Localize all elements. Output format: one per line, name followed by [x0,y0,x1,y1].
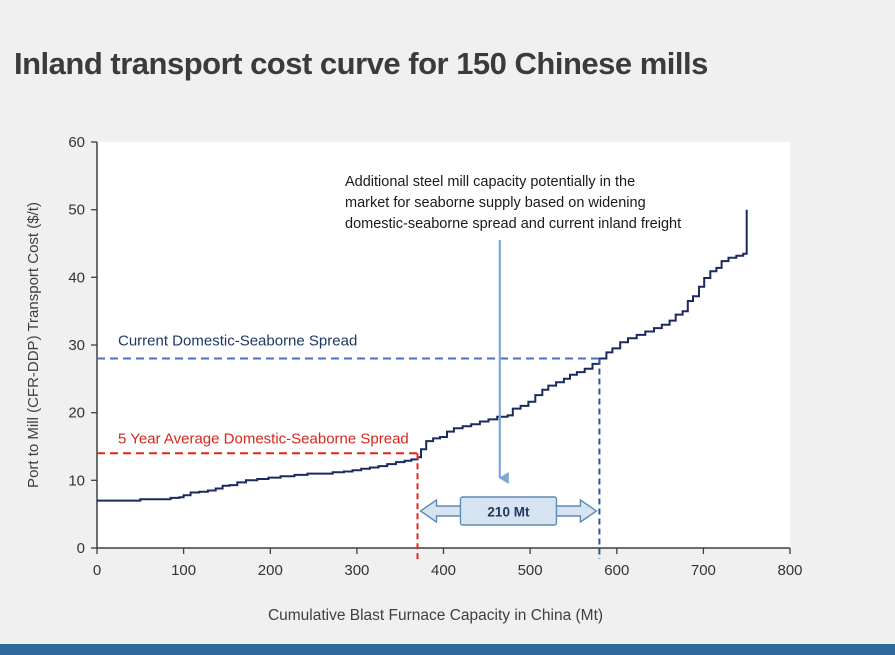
svg-text:30: 30 [68,337,85,354]
svg-text:300: 300 [344,562,369,579]
y-axis-title: Port to Mill (CFR-DDP) Transport Cost ($… [25,202,42,488]
svg-text:20: 20 [68,405,85,422]
svg-text:100: 100 [171,562,196,579]
current-spread-label: Current Domestic-Seaborne Spread [118,333,357,350]
svg-text:40: 40 [68,269,85,286]
svg-text:60: 60 [68,134,85,151]
svg-text:500: 500 [518,562,543,579]
svg-text:market for seaborne supply bas: market for seaborne supply based on wide… [345,195,646,211]
footer-bar [0,644,895,655]
range-marker-label: 210 Mt [487,505,530,520]
plot-area [97,142,790,548]
five-year-spread-annotation: 5 Year Average Domestic-Seaborne Spread [97,430,419,559]
svg-text:600: 600 [604,562,629,579]
svg-text:700: 700 [691,562,716,579]
svg-text:0: 0 [93,562,101,579]
cost-curve [97,209,748,502]
range-marker: 210 Mt [419,496,598,526]
svg-text:200: 200 [258,562,283,579]
five-year-spread-label: 5 Year Average Domestic-Seaborne Spread [118,430,409,447]
svg-text:Additional steel mill capacity: Additional steel mill capacity potential… [345,174,635,190]
svg-text:50: 50 [68,202,85,219]
x-axis-title: Cumulative Blast Furnace Capacity in Chi… [268,607,603,624]
y-axis-ticks: 0 10 20 30 40 50 60 [68,134,97,557]
svg-text:10: 10 [68,472,85,489]
svg-text:0: 0 [77,540,85,557]
page-title: Inland transport cost curve for 150 Chin… [14,46,708,81]
current-spread-annotation: Current Domestic-Seaborne Spread [97,333,601,559]
svg-text:800: 800 [777,562,802,579]
svg-text:domestic-seaborne spread and c: domestic-seaborne spread and current inl… [345,216,681,232]
svg-text:400: 400 [431,562,456,579]
note-annotation: Additional steel mill capacity potential… [345,174,681,484]
x-axis-ticks: 0 100 200 300 400 500 600 700 800 [93,548,803,579]
